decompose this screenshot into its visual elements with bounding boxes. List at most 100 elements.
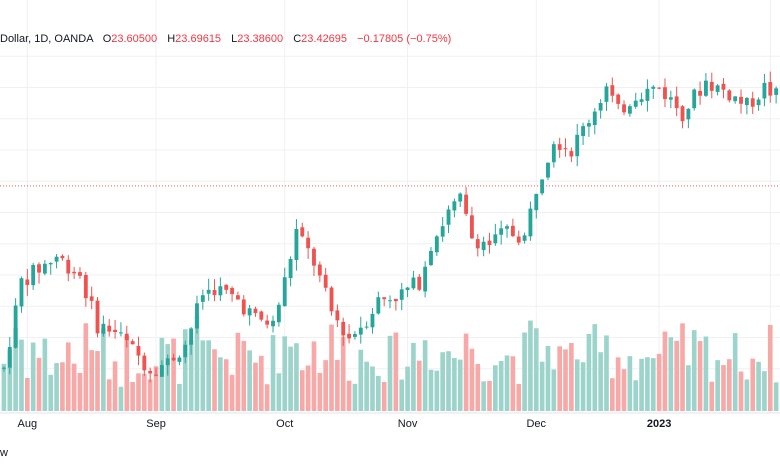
volume-bar	[13, 327, 18, 411]
candle-body	[663, 87, 667, 100]
volume-bar	[691, 330, 697, 411]
candle-body	[411, 277, 416, 289]
candle-body	[312, 248, 316, 266]
volume-bar	[340, 336, 346, 411]
candle-body	[581, 126, 585, 137]
candle-body	[774, 88, 779, 95]
candle-body	[727, 90, 732, 101]
volume-bar	[680, 323, 685, 411]
volume-bar	[580, 362, 586, 411]
volume-bar	[674, 340, 679, 411]
legend-high-value: 23.69615	[175, 33, 222, 45]
candle-body	[470, 215, 474, 239]
volume-bar	[112, 361, 118, 411]
candle-body	[130, 341, 135, 345]
candle-body	[171, 357, 176, 361]
volume-bar	[533, 328, 539, 411]
candle-body	[177, 357, 182, 362]
volume-bar	[697, 341, 703, 411]
candle-body	[429, 250, 433, 266]
volume-bar	[358, 349, 364, 411]
volume-bar	[282, 336, 288, 411]
volume-bar	[703, 336, 709, 411]
candle-body	[259, 311, 264, 320]
volume-bar	[294, 343, 299, 411]
candle-body	[236, 295, 240, 300]
volume-bar	[200, 340, 206, 411]
volume-bar	[528, 320, 533, 411]
candle-body	[306, 237, 311, 249]
volume-bar	[83, 323, 89, 411]
candle-body	[587, 123, 591, 127]
volume-bar	[592, 324, 598, 411]
legend-close-value: 23.42695	[301, 33, 348, 45]
legend-high-label: H	[167, 33, 176, 45]
candle-body	[762, 82, 767, 99]
candle-body	[592, 111, 597, 125]
volume-bar	[762, 371, 767, 411]
volume-bar	[457, 359, 463, 411]
candle-body	[31, 264, 36, 286]
candle-body	[464, 194, 468, 214]
x-tick-label: Oct	[276, 418, 293, 430]
x-tick-label: Dec	[526, 418, 546, 430]
legend-low-value: 23.38600	[237, 33, 284, 45]
volume-bar	[405, 366, 410, 411]
candle-body	[417, 276, 422, 290]
volume-bar	[539, 361, 545, 411]
candle-body	[639, 99, 644, 102]
candle-body	[107, 325, 112, 332]
candle-body	[95, 300, 100, 334]
volume-bar	[750, 358, 756, 411]
candle-body	[651, 86, 656, 89]
candle-body	[698, 90, 702, 96]
volume-bar	[223, 359, 229, 411]
candle-body	[224, 284, 229, 290]
volume-bar	[153, 366, 159, 411]
candle-body	[83, 274, 88, 299]
legend-low-label: L	[231, 33, 238, 45]
candle-body	[750, 98, 755, 107]
volume-bar	[171, 338, 176, 411]
candle-body	[382, 297, 387, 300]
x-tick-label: Nov	[398, 418, 418, 430]
candle-body	[329, 287, 334, 312]
volume-bar	[95, 351, 100, 411]
volume-bar	[276, 373, 282, 411]
volume-bar	[639, 358, 644, 411]
volume-bar	[299, 370, 305, 411]
volume-bar	[709, 381, 715, 411]
candle-body	[165, 358, 170, 366]
volume-bar	[30, 342, 36, 411]
volume-bar	[264, 384, 270, 411]
candle-body	[370, 313, 375, 328]
volume-bar	[738, 371, 744, 411]
legend-symbol: Dollar, 1D, OANDA	[0, 33, 94, 45]
candle-body	[317, 264, 322, 276]
candle-body	[493, 234, 498, 244]
volume-bar	[586, 334, 592, 411]
candle-body	[551, 144, 556, 163]
candle-body	[739, 96, 743, 104]
candle-body	[610, 85, 615, 96]
candle-body	[668, 97, 673, 100]
candle-body	[294, 229, 299, 260]
volume-bar	[136, 373, 141, 411]
candle-body	[487, 240, 492, 245]
volume-bar	[440, 352, 445, 411]
volume-bar	[235, 332, 241, 411]
candle-body	[645, 88, 650, 101]
volume-bar	[54, 363, 59, 411]
x-axis-labels: Aug Sep Oct Nov Dec 2023	[18, 418, 672, 430]
candle-body	[657, 87, 662, 89]
volume-bar	[124, 336, 130, 411]
volume-bar	[627, 356, 633, 411]
volume-bar	[686, 365, 691, 411]
candle-body	[218, 286, 223, 296]
volume-bar	[416, 360, 422, 411]
candle-body	[341, 321, 346, 336]
volume-bar	[428, 369, 434, 411]
volume-bar	[177, 383, 182, 411]
volume-bar	[101, 328, 106, 411]
